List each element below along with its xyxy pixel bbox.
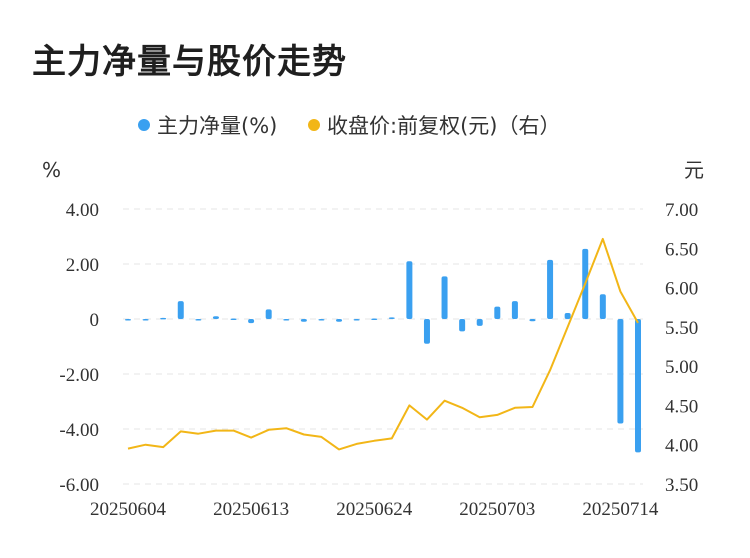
bar <box>476 319 483 326</box>
bar <box>177 301 184 319</box>
legend-marker-net-volume <box>138 119 150 131</box>
x-tick-label: 20250624 <box>336 499 413 520</box>
legend: 主力净量(%) 收盘价:前复权(元)（右） <box>138 114 560 138</box>
bar <box>160 317 167 320</box>
bar <box>248 319 255 324</box>
right-tick-label: 6.00 <box>665 279 698 300</box>
bar <box>142 319 149 321</box>
x-tick-label: 20250703 <box>459 499 535 520</box>
grid-lines <box>123 208 643 485</box>
bar-series <box>125 248 641 453</box>
bar <box>494 306 501 319</box>
x-tick-label: 20250714 <box>582 499 659 520</box>
bar <box>406 261 413 319</box>
bar <box>230 318 237 320</box>
right-tick-label: 6.50 <box>665 239 698 260</box>
bar <box>300 319 307 322</box>
bar <box>318 319 325 321</box>
bar <box>353 319 360 321</box>
bar <box>459 319 466 332</box>
left-tick-label: 2.00 <box>66 255 99 276</box>
bar <box>212 316 219 319</box>
left-axis-unit: % <box>42 158 61 182</box>
left-tick-label: -2.00 <box>59 365 99 386</box>
line-series <box>127 237 639 451</box>
bar <box>617 319 624 424</box>
legend-marker-close-price <box>308 119 320 131</box>
bar <box>441 276 448 319</box>
bar <box>283 319 290 321</box>
bar <box>336 319 343 322</box>
bar <box>388 317 395 319</box>
x-tick-label: 20250613 <box>213 499 289 520</box>
right-axis-unit: 元 <box>684 158 704 182</box>
bar <box>511 301 518 319</box>
bar <box>564 312 571 319</box>
right-tick-label: 5.00 <box>665 357 698 378</box>
right-tick-label: 7.00 <box>665 200 698 221</box>
right-tick-label: 4.00 <box>665 436 698 457</box>
bar <box>529 319 536 322</box>
bar <box>265 309 272 319</box>
right-tick-label: 3.50 <box>665 475 698 496</box>
legend-label-net-volume[interactable]: 主力净量(%) <box>157 114 277 138</box>
bar <box>635 319 641 453</box>
legend-label-close-price[interactable]: 收盘价:前复权(元)（右） <box>327 114 560 138</box>
axes: 4.00 2.00 0 -2.00 -4.00 -6.00 7.00 6.50 6.00 5.50… <box>42 158 704 520</box>
left-tick-label: -6.00 <box>59 475 99 496</box>
bar <box>125 319 131 321</box>
left-tick-label: 0 <box>90 310 100 331</box>
right-tick-label: 5.50 <box>665 318 698 339</box>
bar <box>599 294 606 319</box>
chart-title: 主力净量与股价走势 <box>32 42 347 82</box>
left-tick-label: -4.00 <box>59 420 99 441</box>
bar <box>423 319 430 344</box>
x-tick-label: 20250604 <box>90 499 167 520</box>
bar <box>371 318 378 320</box>
right-tick-label: 4.50 <box>665 396 698 417</box>
price-line <box>127 237 639 451</box>
bar <box>195 319 202 321</box>
bar <box>547 259 554 319</box>
left-tick-label: 4.00 <box>66 200 99 221</box>
